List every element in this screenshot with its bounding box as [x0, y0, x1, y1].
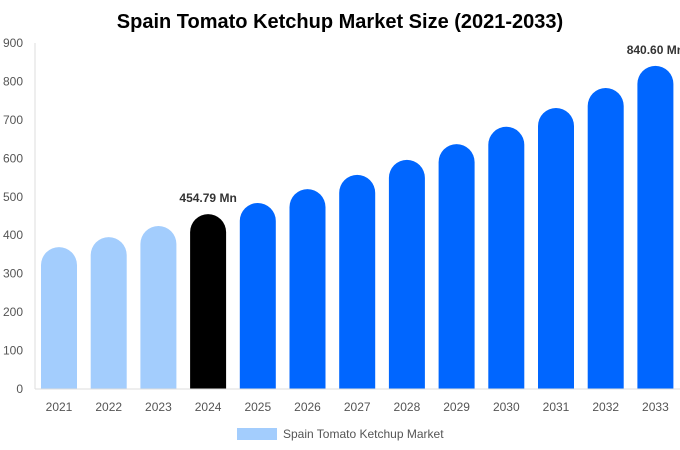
x-tick-label: 2023	[145, 400, 172, 414]
legend-label: Spain Tomato Ketchup Market	[283, 427, 444, 441]
x-tick-label: 2027	[344, 400, 371, 414]
bar-2029[interactable]	[438, 144, 475, 389]
chart-title: Spain Tomato Ketchup Market Size (2021-2…	[117, 11, 563, 33]
y-tick-label: 800	[3, 74, 23, 88]
y-tick-label: 0	[16, 382, 23, 396]
bar-2033[interactable]	[637, 65, 674, 389]
x-tick-label: 2031	[543, 400, 570, 414]
bar-2025[interactable]	[239, 202, 276, 389]
y-tick-label: 400	[3, 228, 23, 242]
bar-2024[interactable]	[190, 214, 227, 389]
bar-2031[interactable]	[538, 107, 574, 390]
bar-2027[interactable]	[339, 174, 376, 389]
legend-swatch	[237, 428, 277, 440]
bar-2030[interactable]	[488, 126, 525, 389]
x-tick-label: 2024	[195, 400, 222, 414]
bar-2021[interactable]	[41, 247, 77, 389]
y-tick-label: 700	[3, 113, 23, 127]
y-tick-label: 900	[3, 36, 23, 50]
y-tick-label: 300	[3, 267, 23, 281]
data-label: 454.79 Mn	[179, 191, 236, 205]
x-tick-label: 2028	[394, 400, 421, 414]
bar-2032[interactable]	[587, 87, 624, 389]
y-tick-label: 600	[3, 151, 23, 165]
y-tick-label: 100	[3, 344, 23, 358]
x-tick-label: 2022	[95, 400, 122, 414]
y-tick-label: 200	[3, 305, 23, 319]
x-tick-label: 2026	[294, 400, 321, 414]
legend[interactable]: Spain Tomato Ketchup Market	[237, 427, 444, 441]
data-labels: 454.79 Mn 840.60 Mn	[179, 43, 680, 205]
bar-2023[interactable]	[140, 225, 177, 389]
bar-2026[interactable]	[289, 189, 326, 389]
data-label: 840.60 Mn	[627, 43, 680, 57]
x-tick-label: 2030	[493, 400, 520, 414]
x-tick-label: 2021	[46, 400, 73, 414]
x-tick-label: 2029	[443, 400, 470, 414]
bars	[41, 65, 674, 390]
bar-2028[interactable]	[388, 159, 425, 389]
y-axis: 0 100 200 300 400 500 600 700 800 900	[3, 36, 36, 396]
y-tick-label: 500	[3, 190, 23, 204]
x-tick-label: 2025	[244, 400, 271, 414]
bar-2022[interactable]	[90, 237, 127, 389]
x-tick-label: 2032	[592, 400, 619, 414]
x-tick-label: 2033	[642, 400, 669, 414]
x-axis: 2021 2022 2023 2024 2025 2026 2027 2028 2029 2030…	[35, 388, 680, 414]
